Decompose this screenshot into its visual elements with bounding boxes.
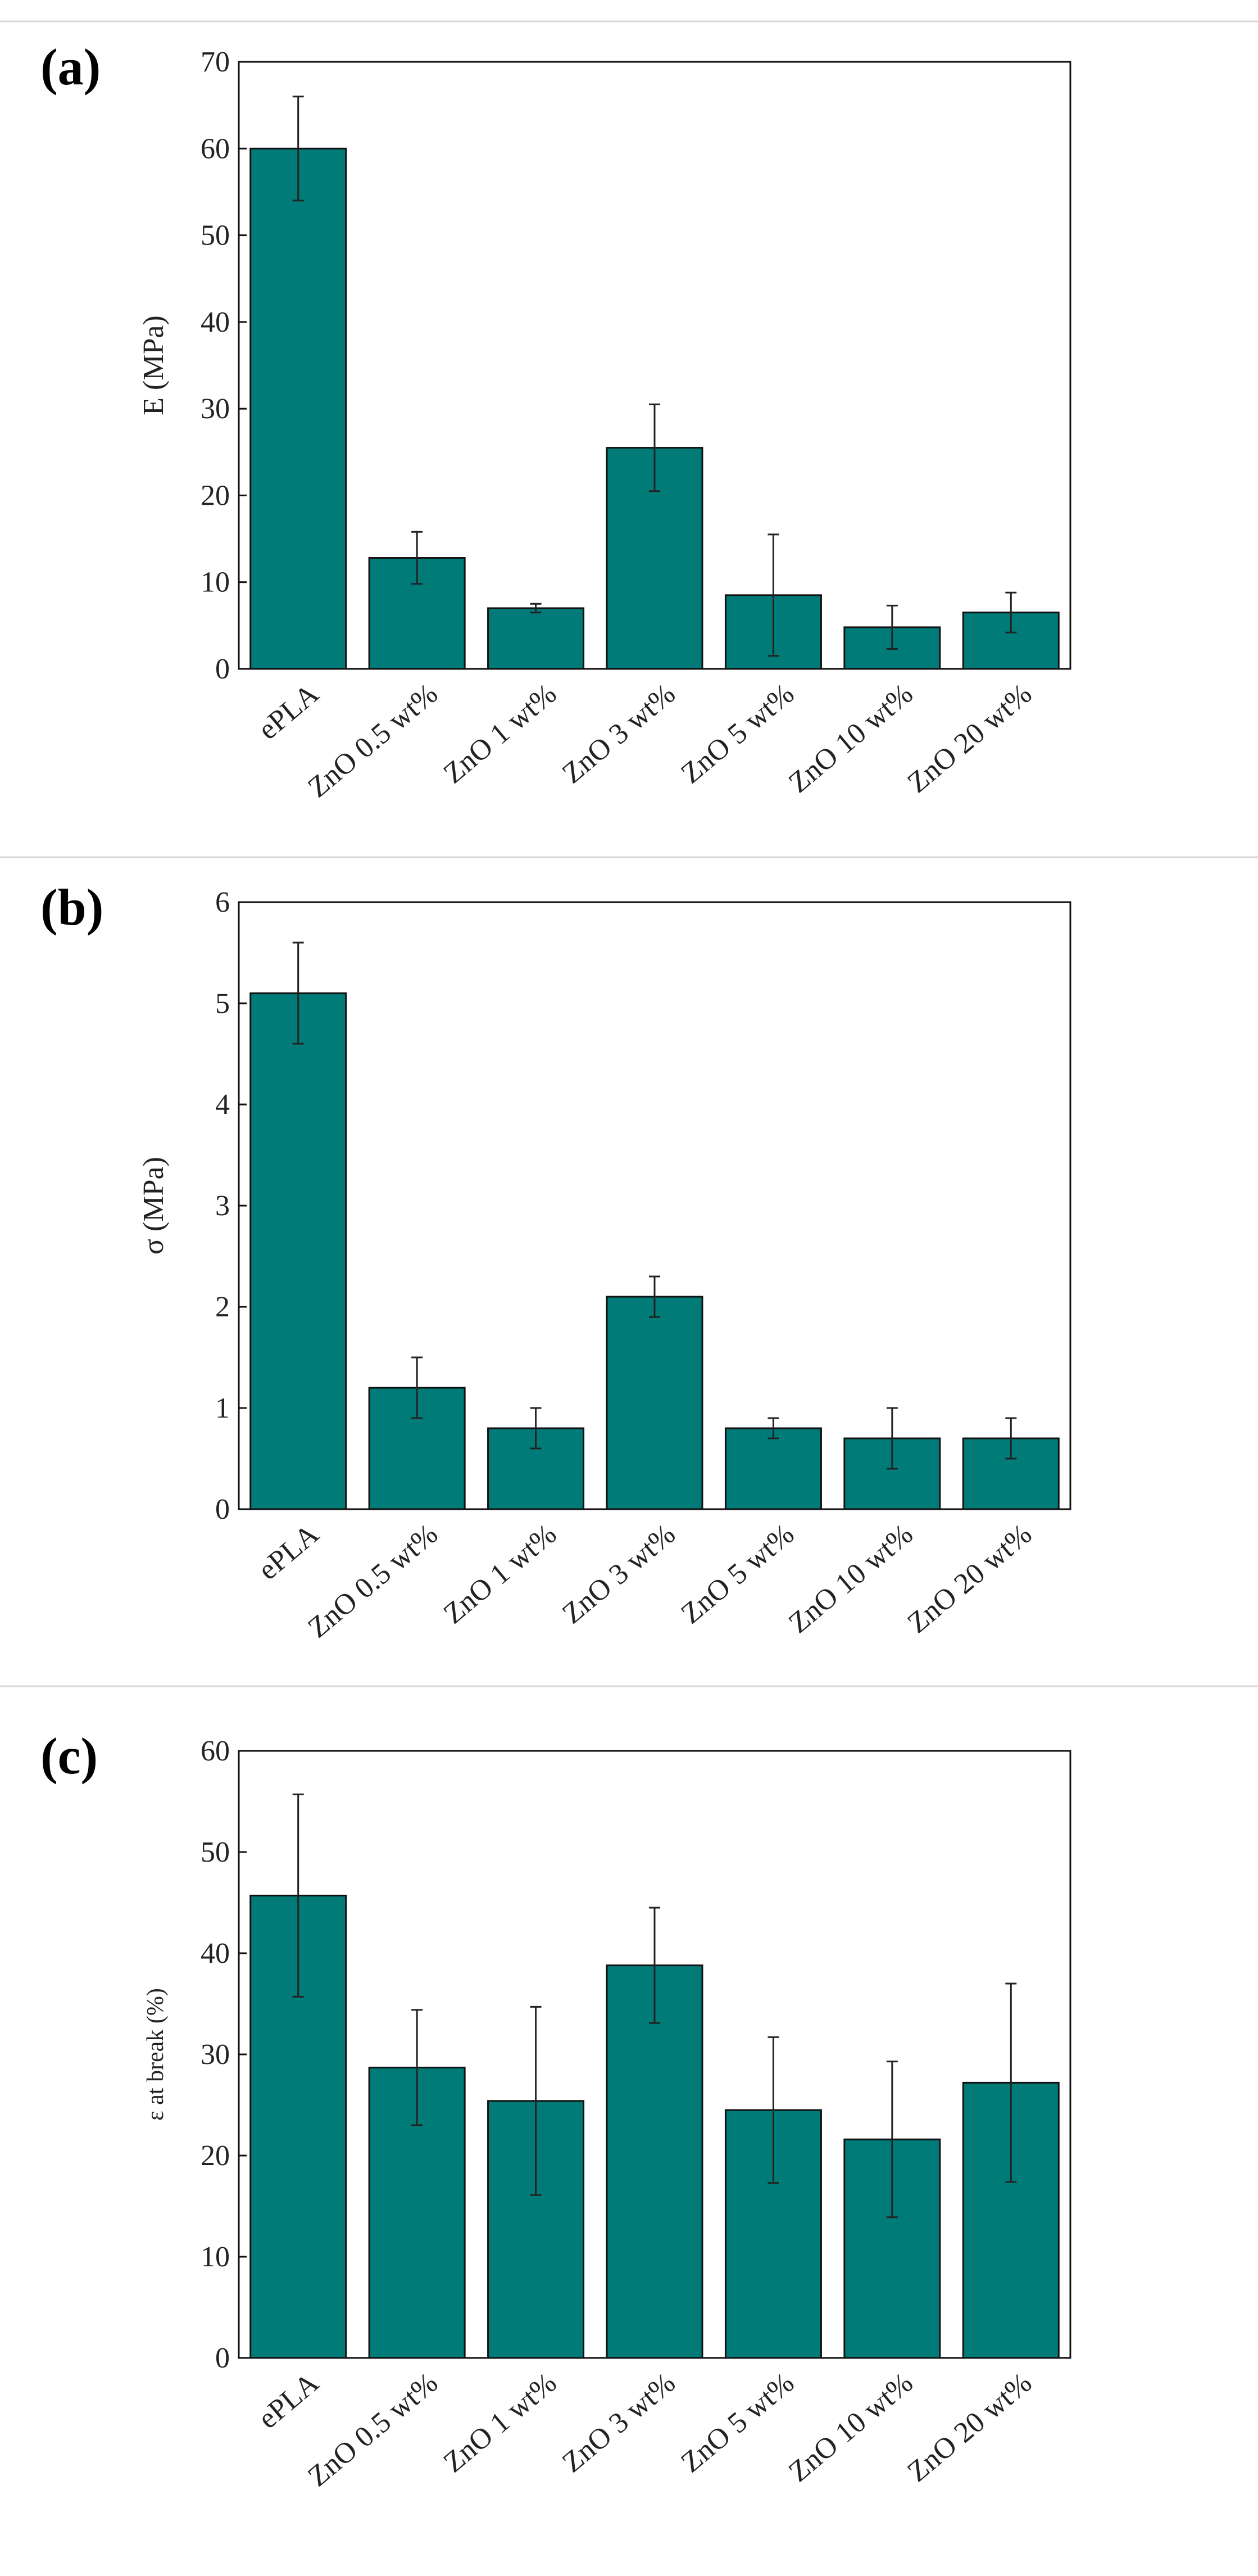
x-tick-label: ZnO 5 wt%	[675, 2367, 801, 2479]
y-tick-label: 50	[201, 1836, 230, 1868]
error-bar	[411, 2009, 423, 2126]
y-tick-label: 0	[215, 1493, 230, 1525]
error-bar	[411, 1356, 423, 1419]
x-tick-label: ZnO 20 wt%	[902, 1518, 1038, 1640]
bar	[606, 1964, 703, 2359]
x-tick-label: ZnO 0.5 wt%	[302, 2367, 443, 2493]
error-bar	[649, 1907, 660, 2024]
bar	[487, 607, 585, 670]
y-tick-label: 60	[201, 1735, 230, 1767]
y-axis-label: ε at break (%)	[143, 1988, 169, 2121]
error-bar	[292, 1793, 304, 1998]
x-tick-label: ePLA	[252, 2366, 325, 2435]
y-tick-label: 40	[201, 1937, 230, 1970]
bar	[606, 1296, 703, 1510]
x-tick-label: ZnO 20 wt%	[902, 678, 1038, 799]
x-tick-label: ePLA	[252, 1518, 325, 1586]
x-tick-label: ZnO 10 wt%	[783, 2367, 919, 2488]
y-axis-label: E (MPa)	[138, 315, 170, 415]
y-tick-label: 10	[201, 567, 230, 599]
y-tick-label: 2	[215, 1291, 230, 1323]
y-tick-label: 1	[215, 1392, 230, 1424]
y-tick-label: 0	[215, 2342, 230, 2374]
panel-label: (a)	[40, 38, 101, 96]
y-tick-label: 5	[215, 988, 230, 1020]
x-tick-label: ZnO 0.5 wt%	[302, 1518, 443, 1645]
y-tick-label: 30	[201, 393, 230, 425]
error-bar	[1005, 591, 1017, 633]
x-tick-label: ZnO 3 wt%	[556, 2367, 682, 2479]
error-bar	[767, 1417, 779, 1439]
x-tick-label: ZnO 1 wt%	[438, 2367, 563, 2479]
y-tick-label: 20	[201, 479, 230, 511]
y-tick-label: 10	[201, 2241, 230, 2273]
x-tick-label: ZnO 10 wt%	[783, 678, 919, 799]
x-tick-label: ZnO 1 wt%	[438, 678, 563, 790]
error-bar	[292, 941, 304, 1045]
error-bar	[1005, 1417, 1017, 1460]
bar	[249, 147, 347, 670]
error-bar	[767, 533, 779, 657]
error-bar	[530, 1407, 542, 1450]
panel-label: (c)	[40, 1727, 98, 1785]
plot-frame	[238, 61, 1071, 670]
panel-label: (b)	[40, 879, 103, 936]
error-bar	[886, 2061, 898, 2219]
y-tick-label: 40	[201, 306, 230, 338]
error-bar	[292, 96, 304, 202]
x-tick-label: ZnO 3 wt%	[556, 1518, 682, 1631]
y-tick-label: 30	[201, 2039, 230, 2071]
error-bar	[649, 403, 660, 492]
error-bar	[1005, 1982, 1017, 2183]
y-tick-label: 3	[215, 1190, 230, 1222]
y-tick-label: 50	[201, 220, 230, 252]
error-bar	[886, 604, 898, 650]
y-tick-label: 20	[201, 2140, 230, 2172]
error-bar	[530, 603, 542, 614]
x-tick-label: ZnO 3 wt%	[556, 678, 682, 790]
bar	[249, 992, 347, 1510]
y-tick-label: 0	[215, 653, 230, 685]
bar	[724, 1427, 822, 1510]
error-bar	[411, 531, 423, 585]
error-bar	[767, 2036, 779, 2184]
x-tick-label: ZnO 0.5 wt%	[302, 678, 443, 804]
x-tick-label: ePLA	[252, 677, 325, 746]
y-axis-label: σ (MPa)	[138, 1157, 170, 1255]
x-tick-label: ZnO 5 wt%	[675, 678, 801, 790]
error-bar	[530, 2005, 542, 2196]
x-tick-label: ZnO 1 wt%	[438, 1518, 563, 1631]
y-tick-label: 60	[201, 133, 230, 165]
y-tick-label: 4	[215, 1089, 230, 1121]
x-tick-label: ZnO 5 wt%	[675, 1518, 801, 1631]
error-bar	[649, 1275, 660, 1318]
x-tick-label: ZnO 20 wt%	[902, 2367, 1038, 2488]
error-bar	[886, 1407, 898, 1470]
x-tick-label: ZnO 10 wt%	[783, 1518, 919, 1640]
y-tick-label: 70	[201, 46, 230, 78]
y-tick-label: 6	[215, 886, 230, 918]
